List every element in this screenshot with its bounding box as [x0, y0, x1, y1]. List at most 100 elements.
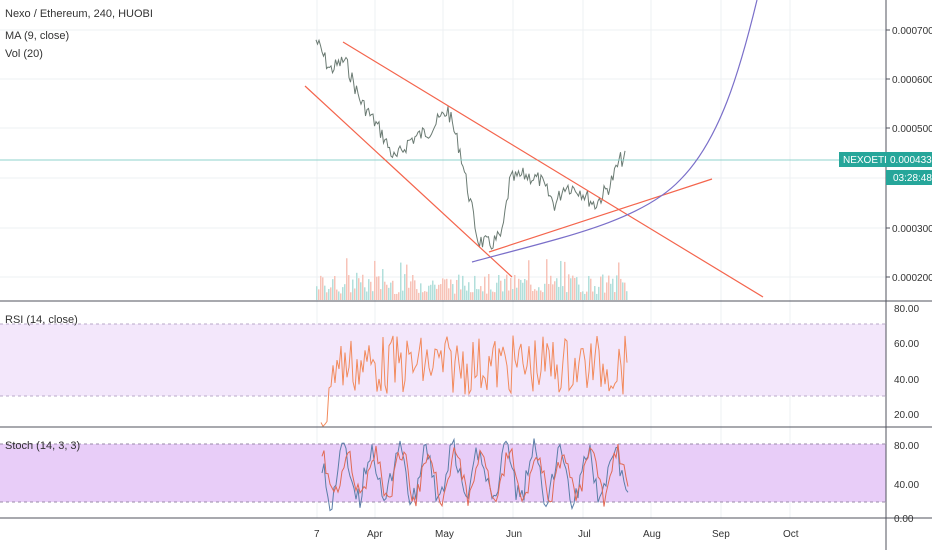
- volume-bar: [466, 290, 468, 300]
- volume-bar: [334, 275, 336, 300]
- volume-bar: [602, 274, 604, 300]
- volume-bar: [394, 293, 396, 300]
- volume-bar: [592, 291, 594, 300]
- volume-bar: [614, 292, 616, 300]
- volume-bar: [358, 278, 360, 300]
- volume-bar: [400, 262, 402, 300]
- rsi-axis[interactable]: 80.00 60.00 40.00 20.00: [894, 304, 919, 421]
- rsi-band: [0, 324, 886, 396]
- volume-bar: [364, 287, 366, 300]
- volume-bar: [332, 279, 334, 300]
- volume-bar: [444, 279, 446, 300]
- stoch-axis[interactable]: 80.00 40.00 0.00: [894, 441, 919, 525]
- time-tick: Jun: [506, 529, 522, 540]
- volume-bar: [508, 290, 510, 300]
- volume-bar: [470, 292, 472, 300]
- support-trendline: [488, 178, 713, 253]
- time-tick: Apr: [367, 529, 383, 540]
- volume-bar: [548, 283, 550, 300]
- volume-bar: [582, 291, 584, 300]
- volume-bar: [420, 283, 422, 300]
- volume-bar: [496, 282, 498, 300]
- volume-bar: [398, 292, 400, 300]
- volume-bar: [440, 284, 442, 300]
- volume-bar: [580, 292, 582, 300]
- volume-bar: [478, 289, 480, 300]
- volume-bar: [418, 292, 420, 300]
- volume-bar: [486, 293, 488, 300]
- volume-bar: [518, 278, 520, 300]
- rsi-tick: 80.00: [894, 304, 919, 315]
- volume-bar: [392, 280, 394, 300]
- arc-curve[interactable]: [471, 0, 758, 263]
- volume-bar: [424, 291, 426, 300]
- symbol-tag-label: NEXOETH: [843, 155, 891, 166]
- volume-bar: [540, 290, 542, 300]
- volume-bar: [568, 274, 570, 300]
- volume-bar: [384, 281, 386, 300]
- volume-bar: [416, 289, 418, 300]
- time-axis[interactable]: 7 Apr May Jun Jul Aug Sep Oct: [314, 529, 799, 540]
- stoch-tick: 40.00: [894, 480, 919, 491]
- volume-bar: [488, 274, 490, 300]
- volume-bar: [532, 291, 534, 300]
- volume-bar: [458, 274, 460, 300]
- volume-bar: [598, 286, 600, 300]
- volume-bar: [530, 284, 532, 300]
- rsi-series: [320, 335, 628, 428]
- volume-bar: [608, 275, 610, 300]
- volume-bar: [522, 282, 524, 300]
- volume-bar: [476, 289, 478, 300]
- volume-bar: [422, 292, 424, 300]
- volume-bar: [378, 276, 380, 300]
- stoch-band: [0, 444, 886, 502]
- volume-bar: [360, 282, 362, 300]
- volume-bar: [542, 292, 544, 300]
- volume-bar: [468, 282, 470, 300]
- volume-bar: [588, 275, 590, 300]
- stoch-tick: 80.00: [894, 441, 919, 452]
- volume-bar: [536, 290, 538, 300]
- volume-bar: [502, 291, 504, 300]
- stoch-indicator-label[interactable]: Stoch (14, 3, 3): [5, 440, 80, 452]
- volume-bar: [622, 282, 624, 300]
- volume-bar: [506, 274, 508, 300]
- price-tick: 0.000500: [892, 124, 932, 135]
- volume-bar: [566, 292, 568, 300]
- volume-bar: [324, 285, 326, 300]
- volume-bar: [428, 285, 430, 300]
- volume-bar: [510, 278, 512, 300]
- volume-bar: [438, 284, 440, 300]
- volume-bar: [612, 278, 614, 300]
- time-tick: 7: [314, 529, 320, 540]
- time-tick: Sep: [712, 529, 730, 540]
- symbol-title[interactable]: Nexo / Ethereum, 240, HUOBI: [5, 8, 153, 20]
- time-tick: Aug: [643, 529, 661, 540]
- volume-bar: [524, 278, 526, 300]
- volume-indicator-label[interactable]: Vol (20): [5, 48, 43, 60]
- volume-bar: [546, 259, 548, 300]
- volume-bar: [574, 278, 576, 300]
- volume-bar: [558, 286, 560, 300]
- stoch-tick: 0.00: [894, 514, 914, 525]
- volume-bar: [576, 277, 578, 300]
- price-axis[interactable]: 0.000700 0.000600 0.000500 0.000300 0.00…: [886, 26, 932, 284]
- volume-bar: [520, 279, 522, 300]
- ma-indicator-label[interactable]: MA (9, close): [5, 30, 69, 42]
- volume-bar: [550, 275, 552, 300]
- price-tick: 0.000700: [892, 26, 932, 37]
- volume-bar: [460, 289, 462, 300]
- volume-bar: [456, 279, 458, 300]
- volume-bar: [624, 282, 626, 300]
- rsi-indicator-label[interactable]: RSI (14, close): [5, 314, 78, 326]
- volume-bar: [356, 272, 358, 300]
- volume-bar: [528, 260, 530, 300]
- volume-bar: [618, 262, 620, 300]
- volume-bars: [316, 258, 628, 300]
- volume-bar: [600, 276, 602, 300]
- volume-bar: [330, 287, 332, 300]
- volume-bar: [616, 275, 618, 300]
- trendlines[interactable]: [304, 41, 764, 298]
- volume-bar: [354, 288, 356, 300]
